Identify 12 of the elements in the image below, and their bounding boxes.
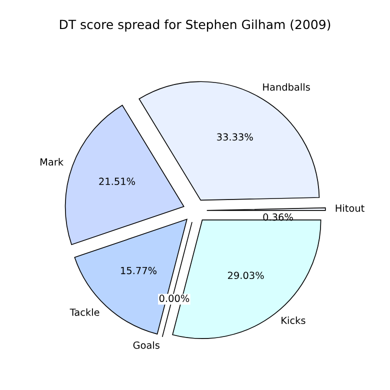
slice-label: Mark (40, 158, 64, 166)
slice-label: Handballs (263, 83, 310, 91)
data-label: 29.03% (228, 272, 264, 280)
category-label: Goals (133, 341, 160, 349)
data-label: 15.77% (121, 266, 157, 274)
slice-label: Tackle (70, 308, 100, 316)
slice-label: Kicks (282, 316, 306, 324)
text: 0.00% (159, 294, 190, 302)
data-label: 21.51% (99, 178, 136, 186)
data-label: 33.33% (217, 133, 253, 141)
chart-title: DT score spread for Stephen Gilham (2009) (60, 20, 330, 32)
slice-label: Hitout (336, 204, 364, 212)
